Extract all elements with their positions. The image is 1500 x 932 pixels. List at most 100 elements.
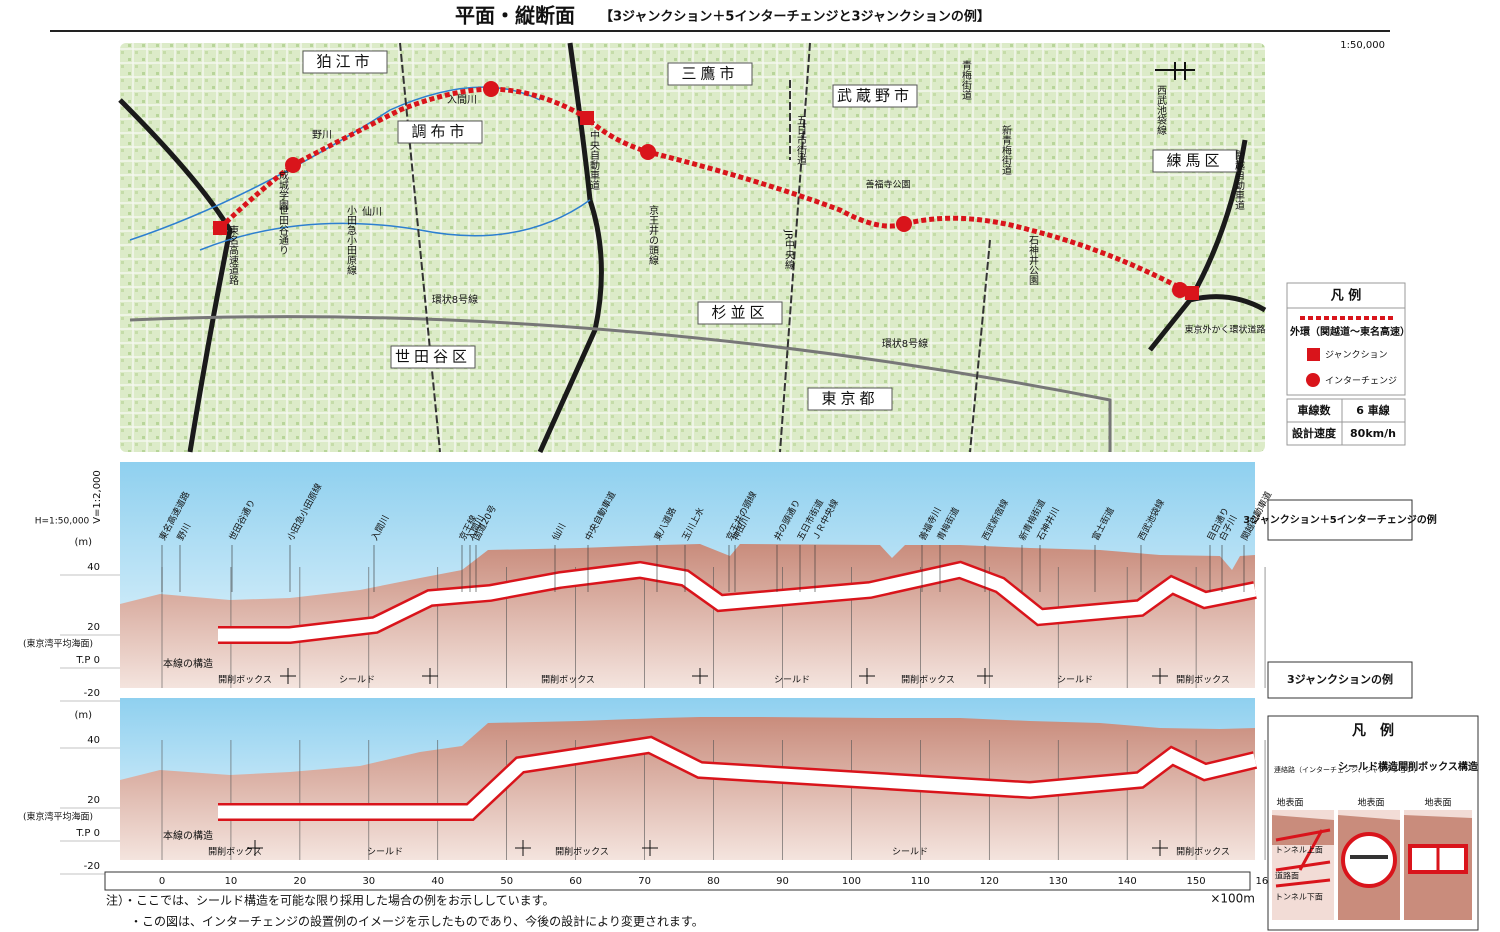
note: 注）・ここでは、シールド構造を可能な限り採用した場合の例をお示ししています。 xyxy=(106,893,554,908)
district-label: 武蔵野市 xyxy=(837,87,913,105)
x-tick-label: 140 xyxy=(1118,876,1137,887)
ground xyxy=(120,717,1255,860)
map-label: 世田谷通り xyxy=(277,205,289,255)
map-label: 環状8号線 xyxy=(882,337,928,350)
y-unit: (m) xyxy=(74,537,92,548)
map-label: 石神井公園 xyxy=(1027,235,1039,286)
map-label-box xyxy=(1152,149,1238,173)
legend-cell: 設計速度 xyxy=(1292,426,1337,440)
legend-shield: シールド構造 xyxy=(1338,760,1399,773)
subtitle: 【3ジャンクション＋5インターチェンジと3ジャンクションの例】 xyxy=(600,9,990,25)
y-label: -20 xyxy=(84,861,100,872)
segment-label: 開削ボックス xyxy=(901,674,955,686)
legend-item: 外環（関越道〜東名高速） xyxy=(1289,325,1410,338)
legend-box: 開削ボックス構造 xyxy=(1398,760,1479,773)
x-tick-label: 120 xyxy=(980,876,999,887)
y-label: 40 xyxy=(87,562,100,573)
x-tick-label: 0 xyxy=(159,876,165,887)
segment-label: 開削ボックス xyxy=(541,674,595,686)
tunnel-inner xyxy=(218,738,1257,819)
map-label-box xyxy=(302,50,388,74)
example-title: 3ジャンクション＋5インターチェンジの例 xyxy=(1243,513,1436,526)
segment-divider xyxy=(422,668,438,684)
map-label: 環状8号線 xyxy=(432,293,478,306)
tunnel-inner xyxy=(218,563,1257,642)
map-label: 小田急小田原線 xyxy=(345,205,357,275)
map-label: 新青梅街道 xyxy=(1000,124,1012,175)
map-legend xyxy=(1286,282,1406,446)
district-label: 狛江市 xyxy=(316,53,373,71)
x-tick-label: 80 xyxy=(707,876,720,887)
x-tick-label: 70 xyxy=(638,876,651,887)
map-label: 五日市街道 xyxy=(795,115,807,165)
district-label: 三鷹市 xyxy=(681,65,738,83)
x-tick-label: 30 xyxy=(362,876,375,887)
legend-road: 道路面 xyxy=(1275,871,1299,881)
x-tick-label: 90 xyxy=(776,876,789,887)
district-label: 東京都 xyxy=(821,390,878,408)
map-label-box xyxy=(807,387,893,411)
map-label: 京王井の頭線 xyxy=(647,204,659,265)
segment-divider xyxy=(515,840,531,856)
segment-divider xyxy=(977,668,993,684)
segment-label: シールド xyxy=(892,848,928,858)
legend-surface: 地表面 xyxy=(1276,797,1303,809)
district-label: 調布市 xyxy=(411,123,468,141)
example-title: 3ジャンクションの例 xyxy=(1287,672,1393,686)
segment-divider xyxy=(642,840,658,856)
y-label: T.P 0 xyxy=(75,828,100,839)
map-label: 東京外かく環状道路 xyxy=(1184,324,1265,336)
map-label-box xyxy=(390,345,476,369)
map-label: 関越自動車道 xyxy=(1233,150,1245,210)
datum: (東京湾平均海面) xyxy=(23,811,93,823)
example-box xyxy=(1267,661,1413,699)
h-scale: H=1:50,000 xyxy=(35,517,90,527)
legend-surface: 地表面 xyxy=(1357,797,1384,809)
legend-tunnel-bottom: トンネル下面 xyxy=(1275,893,1323,902)
map-label: 東名高速道路 xyxy=(227,224,239,286)
segment-divider xyxy=(1152,840,1168,856)
segment-divider xyxy=(692,668,708,684)
map-label: 野川 xyxy=(312,129,332,141)
map-label: 入間川 xyxy=(447,94,477,106)
note: ・この図は、インターチェンジの設置例のイメージを示したものであり、今後の設計によ… xyxy=(130,914,704,929)
legend-cell: 6 車線 xyxy=(1356,403,1389,417)
legend-item: ジャンクション xyxy=(1325,350,1388,361)
x-axis-box xyxy=(104,871,1251,891)
y-label: 40 xyxy=(87,735,100,746)
example-box xyxy=(1267,499,1413,541)
map-label: 西武池袋線 xyxy=(1155,85,1167,135)
segment-divider xyxy=(859,668,875,684)
legend-tunnel-top: トンネル上面 xyxy=(1275,846,1323,855)
x-tick-label: 130 xyxy=(1049,876,1068,887)
x-tick-label: 40 xyxy=(431,876,444,887)
structure-legend xyxy=(1267,715,1479,931)
map-label: 中央自動車道 xyxy=(588,129,600,190)
x-tick-label: 100 xyxy=(842,876,861,887)
segment-divider xyxy=(280,668,296,684)
structure-label: 本線の構造 xyxy=(163,657,213,670)
map-label: 仙川 xyxy=(362,205,382,218)
district-label: 杉並区 xyxy=(711,304,768,322)
y-label: 20 xyxy=(87,622,100,633)
y-label: 20 xyxy=(87,795,100,806)
y-unit: (m) xyxy=(74,710,92,721)
x-tick-label: 50 xyxy=(500,876,513,887)
y-label: -20 xyxy=(84,688,100,699)
segment-divider xyxy=(247,840,263,856)
segment-label: シールド xyxy=(339,676,375,686)
segment-label: シールド xyxy=(1057,676,1093,686)
x-tick-label: 110 xyxy=(911,876,930,887)
x-tick-label: 10 xyxy=(225,876,238,887)
map-label-box xyxy=(697,301,783,325)
segment-label: シールド xyxy=(367,848,403,858)
x-tick-label: 160 xyxy=(1255,876,1274,887)
map-label: 成城学園 xyxy=(277,170,289,211)
structure-label: 本線の構造 xyxy=(163,829,213,842)
y-label: T.P 0 xyxy=(75,655,100,666)
v-scale: V=1:2,000 xyxy=(92,470,103,524)
district-label: 世田谷区 xyxy=(395,348,471,366)
x-tick-label: 60 xyxy=(569,876,582,887)
legend-item: インターチェンジ xyxy=(1325,376,1397,387)
